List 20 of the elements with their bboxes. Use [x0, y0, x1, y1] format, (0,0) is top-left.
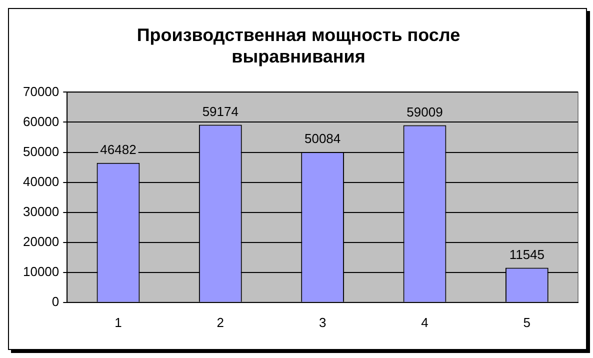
x-tick-label: 2: [216, 314, 224, 330]
x-tick-label: 4: [421, 314, 428, 330]
data-label: 46482: [100, 142, 136, 157]
x-tick-label: 1: [114, 314, 122, 330]
data-label: 59174: [202, 104, 238, 119]
data-label: 59009: [406, 104, 443, 120]
y-tick-label: 50000: [22, 144, 60, 159]
x-tick-label: 3: [318, 314, 326, 330]
x-tick-label: 5: [523, 314, 531, 330]
chart-frame: Производственная мощность после выравнивания 1 2 3 4 5 0 10000 20000 30000 40000 50000 60000 70000 46482 59174 50084 59009 11545: [8, 8, 587, 350]
y-tick-label: 40000: [22, 174, 60, 189]
y-tick-label: 20000: [22, 234, 60, 249]
y-tick-label: 0: [52, 294, 60, 309]
y-tick-label: 30000: [22, 204, 60, 219]
data-label: 50084: [304, 131, 341, 146]
data-label: 11545: [509, 246, 545, 262]
chart-title: Производственная мощность после выравнивания: [136, 24, 460, 66]
y-tick-label: 70000: [22, 84, 60, 99]
y-tick-label: 60000: [22, 114, 60, 129]
y-tick-label: 10000: [22, 264, 60, 279]
